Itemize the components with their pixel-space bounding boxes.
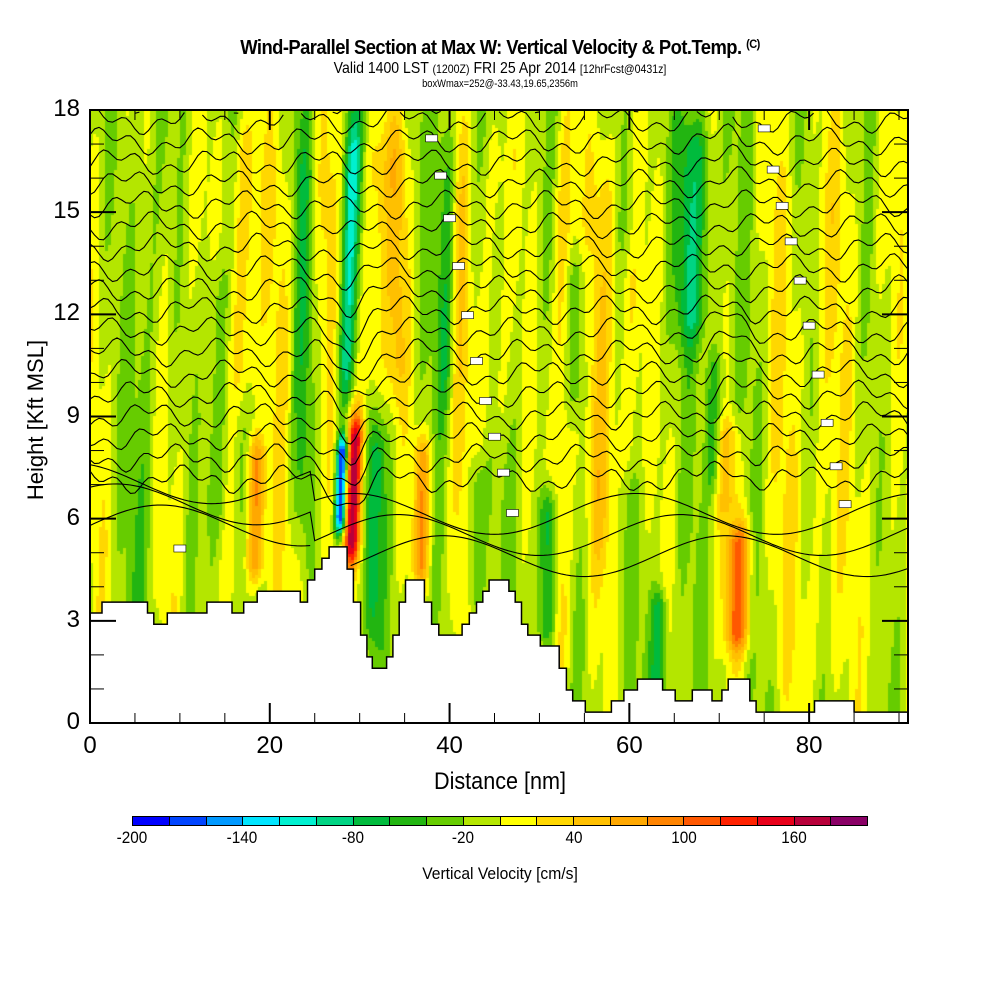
theta-contour-label (820, 419, 834, 427)
theta-contour-label (479, 397, 492, 405)
theta-contour-label (434, 171, 447, 180)
theta-contour-line (89, 189, 909, 220)
theta-contour-label (497, 468, 510, 477)
theta-contour-label (784, 237, 798, 246)
x-tick-label: 40 (436, 732, 463, 759)
y-tick-label: 15 (53, 197, 80, 225)
chart-title: Wind-Parallel Section at Max W: Vertical… (40, 37, 960, 60)
theta-contour-line (89, 460, 909, 507)
theta-contour-label (461, 311, 474, 319)
colorbar-segment (280, 817, 317, 825)
chart-subtitle: Valid 1400 LST (1200Z) FRI 25 Apr 2014 [… (60, 60, 940, 78)
theta-contour-line (89, 294, 909, 343)
colorbar-segment (500, 817, 538, 825)
copyright-mark: (C) (746, 37, 760, 51)
theta-contour-line (89, 504, 909, 578)
theta-contour-label (443, 214, 456, 223)
theta-contour-label (838, 500, 852, 508)
theta-contour-label (802, 321, 816, 330)
colorbar-segment (463, 817, 501, 825)
theta-contour-label (452, 262, 465, 270)
theta-contour-line (89, 143, 909, 178)
x-tick-label: 0 (83, 732, 97, 759)
theta-contour-label (488, 432, 501, 441)
colorbar-segment (721, 817, 758, 825)
theta-contour-label (829, 462, 843, 471)
colorbar-segment (169, 817, 207, 825)
y-tick-label: 9 (66, 401, 80, 429)
forecast-info: [12hrFcst@0431z] (579, 62, 667, 76)
potential-temperature-contours (89, 109, 909, 578)
colorbar-segment (427, 817, 464, 825)
colorbar-segment (647, 817, 685, 825)
colorbar-segment (133, 817, 170, 825)
y-tick-label: 12 (53, 299, 80, 327)
colorbar-title: Vertical Velocity [cm/s] (422, 864, 578, 883)
theta-contour-line (89, 273, 909, 319)
valid-time: Valid 1400 LST (333, 60, 429, 77)
colorbar-segment (610, 817, 648, 825)
theta-contour-line (89, 483, 909, 556)
theta-contour-line (89, 375, 909, 420)
theta-contour-label (811, 370, 825, 379)
colorbar-tick-label: -200 (116, 828, 148, 847)
theta-contour-line (89, 210, 909, 242)
y-tick-label: 6 (66, 503, 80, 531)
colorbar-segment (353, 817, 391, 825)
theta-contour-line (89, 123, 909, 157)
valid-date: FRI 25 Apr 2014 (473, 60, 576, 77)
chart-title-text: Wind-Parallel Section at Max W: Vertical… (240, 37, 742, 59)
colorbar-tick-label: 160 (781, 828, 808, 847)
valid-utc: (1200Z) (432, 62, 470, 76)
theta-contour-line (89, 311, 909, 364)
colorbar-tick-label: 40 (565, 828, 583, 847)
colorbar-tick-label: -20 (452, 828, 475, 847)
terrain-profile (89, 546, 909, 724)
colorbar (132, 816, 868, 826)
theta-contour-line (89, 166, 909, 199)
theta-contour-line (89, 400, 909, 445)
colorbar-tick-label: -80 (341, 828, 364, 847)
colorbar-segment (537, 817, 574, 825)
theta-contour-label (506, 509, 519, 517)
theta-contour-label (425, 134, 438, 143)
theta-contour-line (89, 351, 909, 396)
theta-contour-line (89, 330, 909, 381)
y-axis-title: Height [Kft MSL] (23, 339, 48, 501)
x-tick-label: 80 (795, 732, 823, 759)
colorbar-segment (206, 817, 244, 825)
y-tick-label: 0 (66, 708, 80, 735)
box-info: boxWmax=252@-33.43,19.65,2356m (422, 78, 578, 90)
theta-contour-line (89, 231, 909, 263)
theta-contour-label (470, 357, 483, 365)
colorbar-segment (757, 817, 795, 825)
plot-frame (89, 109, 909, 724)
theta-contour-label (793, 276, 807, 285)
x-tick-label: 20 (256, 732, 284, 759)
theta-contour-line (89, 464, 909, 535)
colorbar-segment (390, 817, 427, 825)
colorbar-segment (794, 817, 832, 825)
x-tick-label: 60 (615, 732, 643, 759)
colorbar-segment (316, 817, 354, 825)
y-tick-label: 18 (53, 95, 80, 122)
theta-contour-line (89, 253, 909, 291)
theta-contour-label (766, 165, 780, 174)
terrain-group (89, 546, 909, 724)
colorbar-tick-label: 100 (671, 828, 697, 847)
colorbar-segment (574, 817, 611, 825)
y-tick-label: 3 (66, 605, 80, 633)
theta-contour-label (757, 124, 771, 133)
theta-contour-line (98, 109, 909, 136)
theta-contour-label (775, 202, 789, 210)
colorbar-segment (243, 817, 280, 825)
colorbar-tick-label: -140 (227, 828, 258, 847)
x-axis-title: Distance [nm] (433, 768, 567, 795)
colorbar-segment (831, 817, 867, 825)
theta-contour-label (173, 544, 187, 553)
colorbar-segment (684, 817, 721, 825)
theta-contour-line (89, 443, 909, 487)
